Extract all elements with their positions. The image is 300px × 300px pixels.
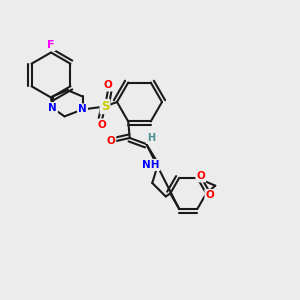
- Text: O: O: [196, 171, 205, 182]
- Text: S: S: [101, 100, 109, 113]
- Text: O: O: [106, 136, 115, 146]
- Text: N: N: [78, 104, 87, 115]
- Text: O: O: [103, 80, 112, 91]
- Text: NH: NH: [142, 160, 160, 170]
- Text: N: N: [48, 103, 57, 113]
- Text: H: H: [147, 133, 155, 143]
- Text: O: O: [206, 190, 214, 200]
- Text: F: F: [47, 40, 55, 50]
- Text: O: O: [98, 119, 106, 130]
